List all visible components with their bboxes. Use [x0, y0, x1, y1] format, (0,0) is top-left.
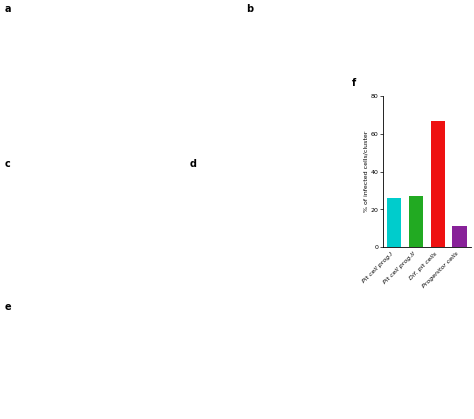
Text: a: a — [5, 4, 11, 14]
Bar — [431, 121, 445, 247]
Bar — [409, 196, 423, 247]
Bar — [453, 226, 467, 247]
Y-axis label: % of infected cells/cluster: % of infected cells/cluster — [363, 131, 368, 212]
Text: e: e — [5, 302, 11, 312]
Text: f: f — [352, 78, 356, 88]
Text: b: b — [246, 4, 254, 14]
Text: d: d — [190, 159, 197, 169]
Bar — [387, 198, 401, 247]
Text: c: c — [5, 159, 10, 169]
